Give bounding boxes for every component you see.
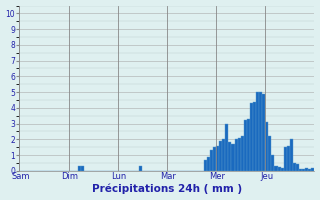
- Bar: [311, 168, 315, 171]
- Bar: [256, 92, 259, 171]
- Bar: [277, 167, 281, 171]
- Bar: [293, 163, 296, 171]
- Bar: [231, 144, 235, 171]
- Bar: [222, 139, 225, 171]
- Bar: [225, 124, 228, 171]
- Bar: [290, 139, 293, 171]
- Bar: [219, 141, 222, 171]
- Bar: [204, 160, 207, 171]
- Bar: [296, 164, 299, 171]
- Bar: [302, 169, 305, 171]
- Bar: [259, 92, 262, 171]
- Bar: [139, 166, 142, 171]
- Bar: [284, 147, 287, 171]
- Bar: [262, 94, 265, 171]
- Bar: [237, 138, 241, 171]
- Bar: [305, 168, 308, 171]
- Bar: [253, 102, 256, 171]
- Bar: [265, 122, 268, 171]
- Bar: [210, 150, 213, 171]
- Bar: [250, 103, 253, 171]
- X-axis label: Précipitations 24h ( mm ): Précipitations 24h ( mm ): [92, 184, 242, 194]
- Bar: [207, 157, 210, 171]
- Bar: [275, 166, 277, 171]
- Bar: [247, 119, 250, 171]
- Bar: [213, 147, 216, 171]
- Bar: [271, 155, 275, 171]
- Bar: [235, 139, 237, 171]
- Bar: [244, 120, 247, 171]
- Bar: [281, 168, 284, 171]
- Bar: [228, 142, 231, 171]
- Bar: [216, 146, 219, 171]
- Bar: [268, 136, 271, 171]
- Bar: [287, 146, 290, 171]
- Bar: [81, 166, 84, 171]
- Bar: [299, 169, 302, 171]
- Bar: [308, 169, 311, 171]
- Bar: [241, 136, 244, 171]
- Bar: [78, 166, 81, 171]
